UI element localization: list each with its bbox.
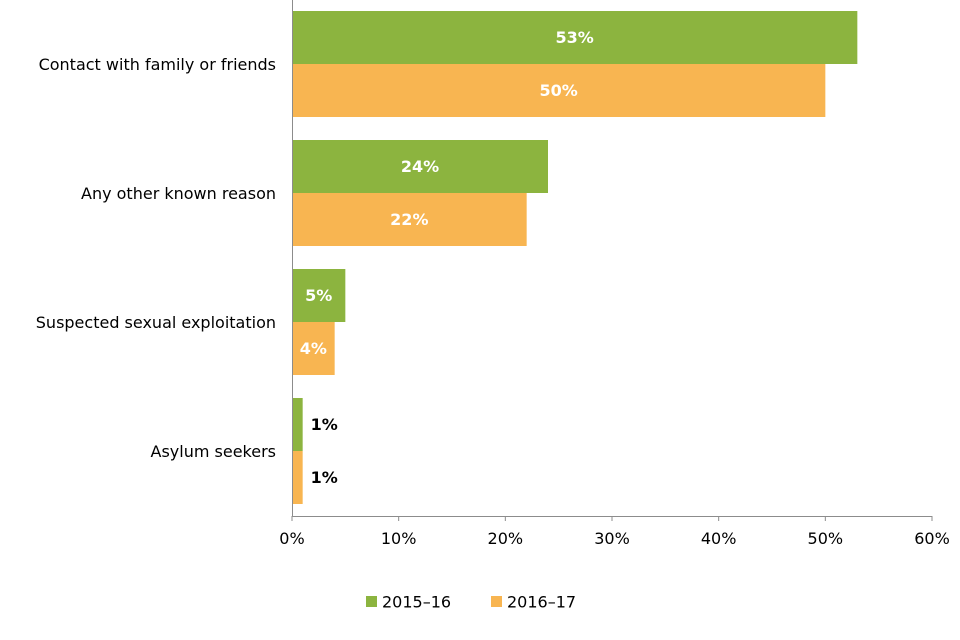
bar-series2	[292, 451, 303, 504]
data-label: 50%	[540, 81, 578, 100]
category-label: Contact with family or friends	[39, 55, 276, 74]
x-tick-label: 20%	[488, 529, 524, 548]
data-label: 5%	[305, 286, 332, 305]
data-label: 22%	[390, 210, 428, 229]
bar-series2	[292, 64, 826, 117]
x-tick-label: 60%	[914, 529, 950, 548]
x-tick-label: 10%	[381, 529, 417, 548]
data-label: 53%	[556, 28, 594, 47]
bar-series1	[292, 269, 346, 322]
x-tick-label: 0%	[279, 529, 304, 548]
bar-series1	[292, 11, 858, 64]
bar-series1	[292, 140, 548, 193]
x-tick-label: 30%	[594, 529, 630, 548]
data-label: 24%	[401, 157, 439, 176]
bar-series1	[292, 398, 303, 451]
category-labels-layer: Contact with family or friends Any other …	[36, 55, 276, 461]
data-label: 1%	[311, 468, 338, 487]
legend: 2015–16 2016–17	[366, 593, 576, 612]
category-label: Asylum seekers	[151, 442, 276, 461]
bar-series2	[292, 193, 527, 246]
data-label: 1%	[311, 415, 338, 434]
legend-swatch	[366, 596, 377, 607]
x-tick-label: 50%	[808, 529, 844, 548]
legend-label: 2016–17	[507, 593, 576, 612]
bar-series2	[292, 322, 335, 375]
x-tick-label: 40%	[701, 529, 737, 548]
value-labels-layer: 53% 50% 24% 22% 5% 4% 1% 1%	[300, 28, 594, 487]
data-label: 4%	[300, 339, 327, 358]
category-label: Suspected sexual exploitation	[36, 313, 276, 332]
legend-swatch	[491, 596, 502, 607]
bars-layer	[292, 11, 858, 504]
legend-label: 2015–16	[382, 593, 451, 612]
category-label: Any other known reason	[81, 184, 276, 203]
x-ticks-layer: 0% 10% 20% 30% 40% 50% 60%	[279, 516, 950, 548]
